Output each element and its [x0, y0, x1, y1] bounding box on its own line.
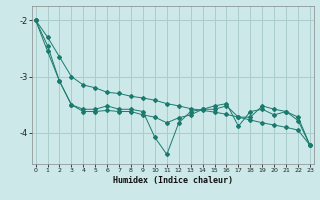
X-axis label: Humidex (Indice chaleur): Humidex (Indice chaleur): [113, 176, 233, 185]
